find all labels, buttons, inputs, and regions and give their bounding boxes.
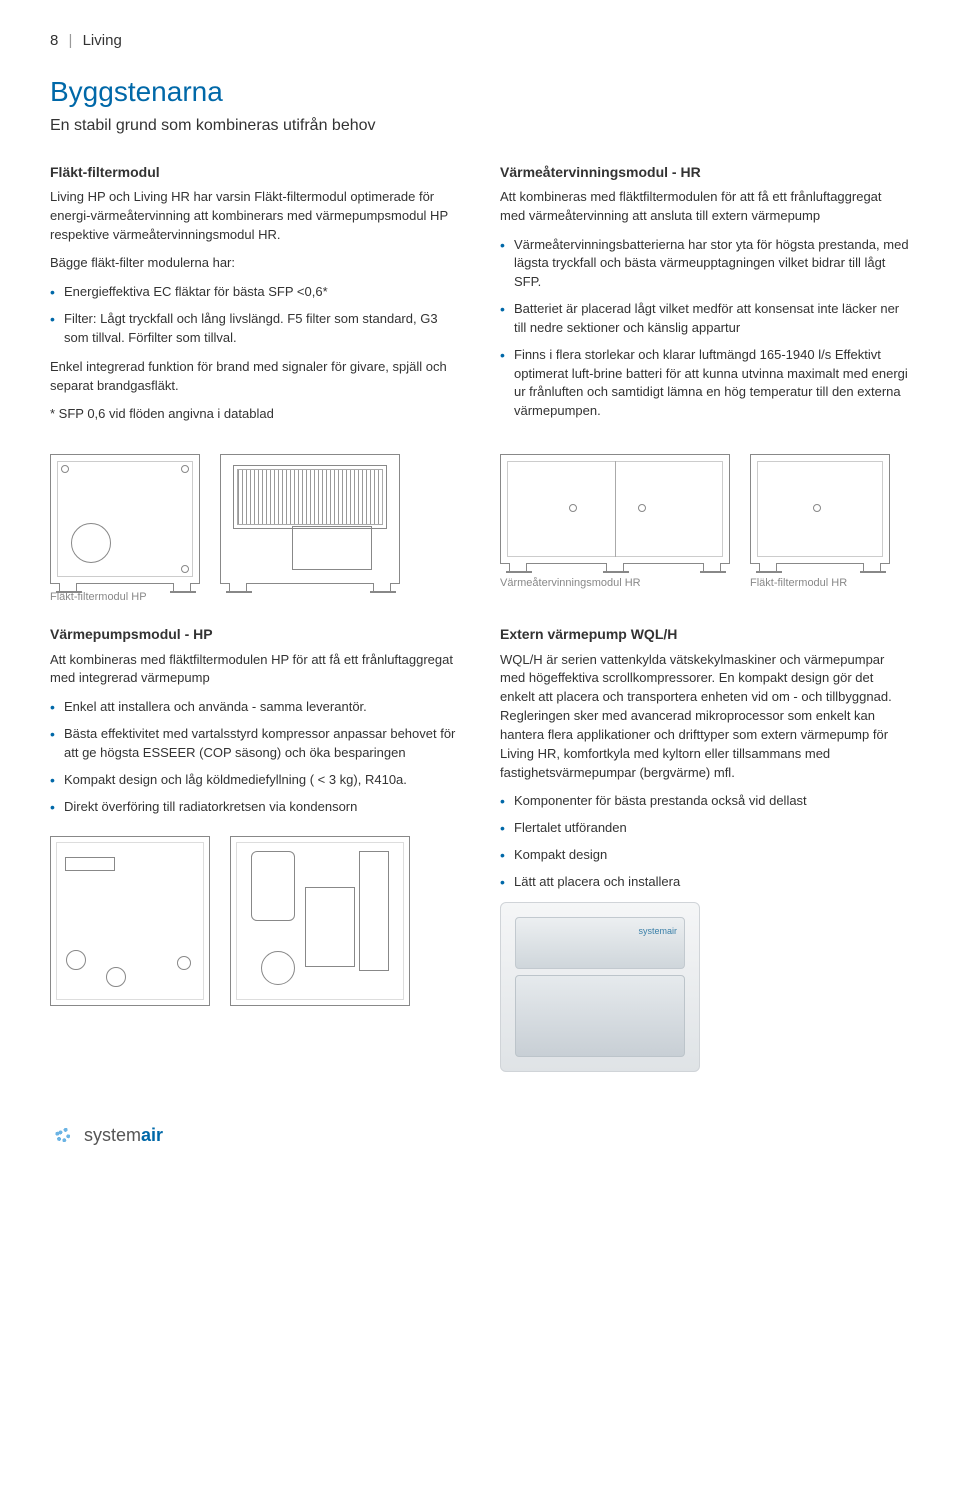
bullets-left-1: Energieffektiva EC fläktar för bästa SFP… xyxy=(50,283,460,348)
bullet-r2-2: Flertalet utföranden xyxy=(500,819,910,838)
page-number: 8 xyxy=(50,30,58,52)
bullet-l2-4: Direkt överföring till radiatorkretsen v… xyxy=(50,798,460,817)
page-header: 8 | Living xyxy=(50,30,910,52)
bullet-r2-3: Kompakt design xyxy=(500,846,910,865)
bullet-r1: Värmeåtervinningsbatterierna har stor yt… xyxy=(500,236,910,293)
col-right-1: Värmeåtervinningsmodul - HR Att kombiner… xyxy=(500,162,910,435)
page-subtitle: En stabil grund som kombineras utifrån b… xyxy=(50,114,910,137)
caption-hr-recovery: Värmeåtervinningsmodul HR xyxy=(500,576,730,592)
bullet-l1: Energieffektiva EC fläktar för bästa SFP… xyxy=(50,283,460,302)
para-l3: Enkel integrerad funktion för brand med … xyxy=(50,358,460,396)
heading-extern-wql: Extern värmepump WQL/H xyxy=(500,624,910,644)
upper-columns: Fläkt-filtermodul Living HP och Living H… xyxy=(50,162,910,435)
heading-varmeatervinning: Värmeåtervinningsmodul - HR xyxy=(500,162,910,182)
para-r1: Att kombineras med fläktfiltermodulen fö… xyxy=(500,188,910,226)
col-left-1: Fläkt-filtermodul Living HP och Living H… xyxy=(50,162,460,435)
diagram-row-1: Fläkt-filtermodul HP Värmeåtervinningsmo… xyxy=(50,434,910,624)
heading-varmepump-hp: Värmepumpsmodul - HP xyxy=(50,624,460,644)
heading-flakt-filtermodul: Fläkt-filtermodul xyxy=(50,162,460,182)
col-right-2: Extern värmepump WQL/H WQL/H är serien v… xyxy=(500,624,910,1072)
bullet-r2: Batteriet är placerad lågt vilket medför… xyxy=(500,300,910,338)
photo-unit-brand: systemair xyxy=(638,925,677,938)
logo-swirl-icon xyxy=(50,1122,76,1148)
logo-text-bold: air xyxy=(141,1125,163,1145)
bullet-r2-4: Lätt att placera och installera xyxy=(500,873,910,892)
logo-text: systemair xyxy=(84,1122,163,1148)
para-l1: Living HP och Living HR har varsin Fläkt… xyxy=(50,188,460,245)
bullet-r2-1: Komponenter för bästa prestanda också vi… xyxy=(500,792,910,811)
para-r2-1: WQL/H är serien vattenkylda vätskekylmas… xyxy=(500,651,910,783)
logo-text-plain: system xyxy=(84,1125,141,1145)
diagram-hp-front xyxy=(50,454,200,584)
bullets-right-1: Värmeåtervinningsbatterierna har stor yt… xyxy=(500,236,910,422)
bullet-l2: Filter: Lågt tryckfall och lång livsläng… xyxy=(50,310,460,348)
bullet-l2-2: Bästa effektivitet med vartalsstyrd komp… xyxy=(50,725,460,763)
col-left-2: Värmepumpsmodul - HP Att kombineras med … xyxy=(50,624,460,1072)
diagram-hp-side xyxy=(220,454,400,584)
diagram-col-left: Fläkt-filtermodul HP xyxy=(50,434,460,624)
diagram-col-right: Värmeåtervinningsmodul HR Fläkt-filtermo… xyxy=(500,434,910,624)
photo-external-pump: systemair xyxy=(500,902,700,1072)
para-l4: * SFP 0,6 vid flöden angivna i datablad xyxy=(50,405,460,424)
page-title: Byggstenarna xyxy=(50,72,910,113)
diagram-hp-module-side xyxy=(230,836,410,1006)
diagram-hp-module-front xyxy=(50,836,210,1006)
bullet-l2-1: Enkel att installera och använda - samma… xyxy=(50,698,460,717)
section-name: Living xyxy=(83,30,122,52)
footer-logo: systemair xyxy=(50,1122,910,1148)
para-l2: Bägge fläkt-filter modulerna har: xyxy=(50,254,460,273)
para-l2-1: Att kombineras med fläktfiltermodulen HP… xyxy=(50,651,460,689)
header-separator: | xyxy=(69,32,73,49)
diagram-hr-recovery xyxy=(500,454,730,564)
diagram-hr-filter xyxy=(750,454,890,564)
lower-columns: Värmepumpsmodul - HP Att kombineras med … xyxy=(50,624,910,1072)
caption-hr-filter: Fläkt-filtermodul HR xyxy=(750,576,847,592)
bullets-right-2: Komponenter för bästa prestanda också vi… xyxy=(500,792,910,891)
bullet-l2-3: Kompakt design och låg köldmediefyllning… xyxy=(50,771,460,790)
bullets-left-2: Enkel att installera och använda - samma… xyxy=(50,698,460,816)
bullet-r3: Finns i flera storlekar och klarar luftm… xyxy=(500,346,910,421)
